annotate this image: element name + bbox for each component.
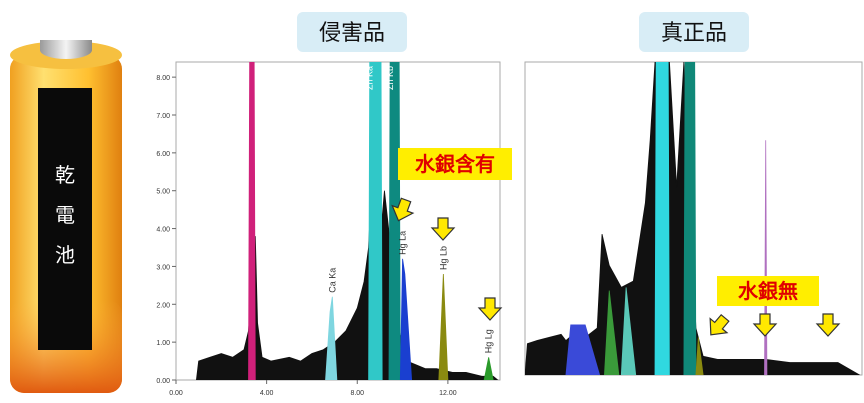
y-tick-label: 1.00 <box>156 340 170 347</box>
battery-terminal <box>40 40 92 50</box>
battery-text: 池 <box>55 244 75 267</box>
peak-label: Hg Lg <box>484 329 494 353</box>
y-tick-label: 6.00 <box>156 151 170 158</box>
x-tick-label: 0.00 <box>169 390 183 397</box>
battery-text: 乾 <box>55 164 75 187</box>
battery: 乾 電 池 <box>10 40 122 393</box>
battery-text: 電 <box>55 205 75 227</box>
chart-title: 真正品 <box>661 20 727 45</box>
chart-title: 侵害品 <box>319 20 385 45</box>
y-tick-label: 8.00 <box>156 75 170 82</box>
y-tick-label: 5.00 <box>156 189 170 196</box>
annotation: 水銀含有 <box>415 152 495 176</box>
y-tick-label: 0.00 <box>156 378 170 385</box>
y-tick-label: 2.00 <box>156 302 170 309</box>
annotation: 水銀無 <box>738 279 798 303</box>
plot-frame <box>176 62 500 380</box>
peak-label: Zn Ka <box>365 66 375 90</box>
peak-label: Zn Kb <box>385 66 395 90</box>
y-tick-label: 4.00 <box>156 227 170 234</box>
spectrum-area <box>684 62 696 375</box>
peak-label: Ca Ka <box>327 268 337 293</box>
x-tick-label: 8.00 <box>350 390 364 397</box>
spectrum-area <box>655 62 669 375</box>
spectrum-area <box>249 62 256 380</box>
y-tick-label: 3.00 <box>156 264 170 271</box>
x-tick-label: 12.00 <box>439 390 457 397</box>
peak-label: Hg Lb <box>438 246 448 270</box>
x-tick-label: 4.00 <box>260 390 274 397</box>
spectrum-area <box>369 62 383 380</box>
peak-label: Hg La <box>398 231 408 255</box>
y-tick-label: 7.00 <box>156 113 170 120</box>
